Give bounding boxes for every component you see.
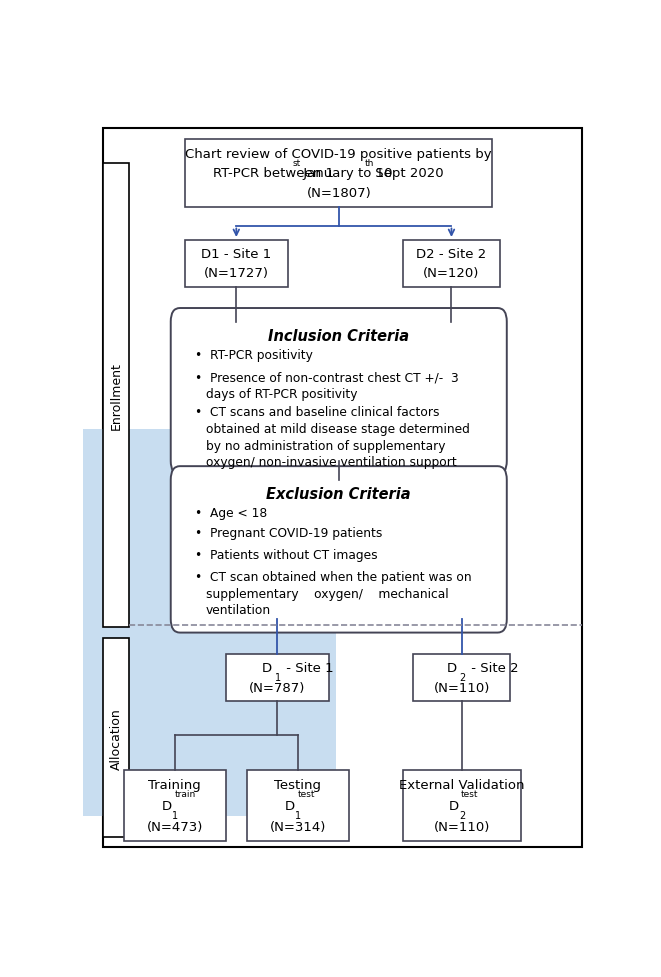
Text: - Site 2: - Site 2: [467, 661, 518, 674]
Text: 2: 2: [459, 810, 465, 820]
Text: January to 10: January to 10: [299, 166, 393, 180]
Text: (N=110): (N=110): [434, 820, 490, 833]
Text: - Site 1: - Site 1: [282, 661, 334, 674]
Text: Chart review of COVID-19 positive patients by: Chart review of COVID-19 positive patien…: [186, 148, 492, 160]
Text: 1: 1: [295, 810, 301, 820]
Text: (N=1727): (N=1727): [204, 268, 269, 280]
Text: •  Pregnant COVID-19 patients: • Pregnant COVID-19 patients: [196, 527, 383, 539]
Text: D: D: [285, 799, 295, 812]
Text: Allocation: Allocation: [110, 707, 122, 769]
Text: 1: 1: [275, 672, 281, 682]
Text: Enrollment: Enrollment: [110, 361, 122, 430]
Text: st: st: [293, 158, 301, 168]
Text: ventilation: ventilation: [206, 604, 271, 616]
Text: D: D: [449, 799, 459, 812]
Text: •  Presence of non-contrast chest CT +/-  3: • Presence of non-contrast chest CT +/- …: [196, 371, 459, 384]
Text: oxygen/ non-invasive ventilation support: oxygen/ non-invasive ventilation support: [206, 455, 456, 469]
FancyBboxPatch shape: [413, 655, 510, 701]
Text: •  CT scans and baseline clinical factors: • CT scans and baseline clinical factors: [196, 406, 440, 419]
FancyBboxPatch shape: [185, 140, 492, 207]
Text: train: train: [175, 789, 196, 798]
Text: D1 - Site 1: D1 - Site 1: [201, 247, 272, 261]
Text: obtained at mild disease stage determined: obtained at mild disease stage determine…: [206, 423, 469, 436]
FancyBboxPatch shape: [403, 770, 521, 841]
FancyBboxPatch shape: [171, 309, 507, 475]
FancyBboxPatch shape: [0, 429, 336, 817]
FancyBboxPatch shape: [247, 770, 349, 841]
FancyBboxPatch shape: [185, 240, 288, 287]
Text: Sept 2020: Sept 2020: [371, 166, 444, 180]
Text: (N=110): (N=110): [434, 681, 490, 694]
Text: D: D: [262, 661, 272, 674]
Text: External Validation: External Validation: [399, 778, 524, 791]
Text: •  Patients without CT images: • Patients without CT images: [196, 548, 378, 561]
Text: D: D: [446, 661, 457, 674]
FancyBboxPatch shape: [171, 467, 507, 633]
FancyBboxPatch shape: [403, 240, 500, 287]
Text: •  CT scan obtained when the patient was on: • CT scan obtained when the patient was …: [196, 571, 472, 584]
Text: (N=120): (N=120): [423, 268, 480, 280]
Text: Training: Training: [149, 778, 201, 791]
FancyBboxPatch shape: [124, 770, 226, 841]
Text: 1: 1: [173, 810, 178, 820]
Text: (N=787): (N=787): [249, 681, 305, 694]
Text: (N=473): (N=473): [147, 820, 203, 833]
Text: D: D: [162, 799, 173, 812]
FancyBboxPatch shape: [226, 655, 329, 701]
FancyBboxPatch shape: [103, 164, 129, 627]
Text: by no administration of supplementary: by no administration of supplementary: [206, 439, 445, 452]
FancyBboxPatch shape: [103, 638, 129, 837]
Text: days of RT-PCR positivity: days of RT-PCR positivity: [206, 388, 357, 401]
Text: (N=314): (N=314): [270, 820, 326, 833]
Text: Inclusion Criteria: Inclusion Criteria: [268, 328, 409, 343]
Text: Testing: Testing: [274, 778, 321, 791]
Text: D2 - Site 2: D2 - Site 2: [416, 247, 486, 261]
Text: •  RT-PCR positivity: • RT-PCR positivity: [196, 349, 313, 361]
Text: Exclusion Criteria: Exclusion Criteria: [266, 487, 411, 501]
Text: test: test: [297, 789, 315, 798]
Text: th: th: [364, 158, 373, 168]
Text: RT-PCR between 1: RT-PCR between 1: [214, 166, 334, 180]
Text: 2: 2: [459, 672, 465, 682]
Text: test: test: [461, 789, 479, 798]
Text: supplementary    oxygen/    mechanical: supplementary oxygen/ mechanical: [206, 587, 448, 600]
Text: •  Age < 18: • Age < 18: [196, 507, 268, 520]
Text: (N=1807): (N=1807): [307, 187, 371, 199]
